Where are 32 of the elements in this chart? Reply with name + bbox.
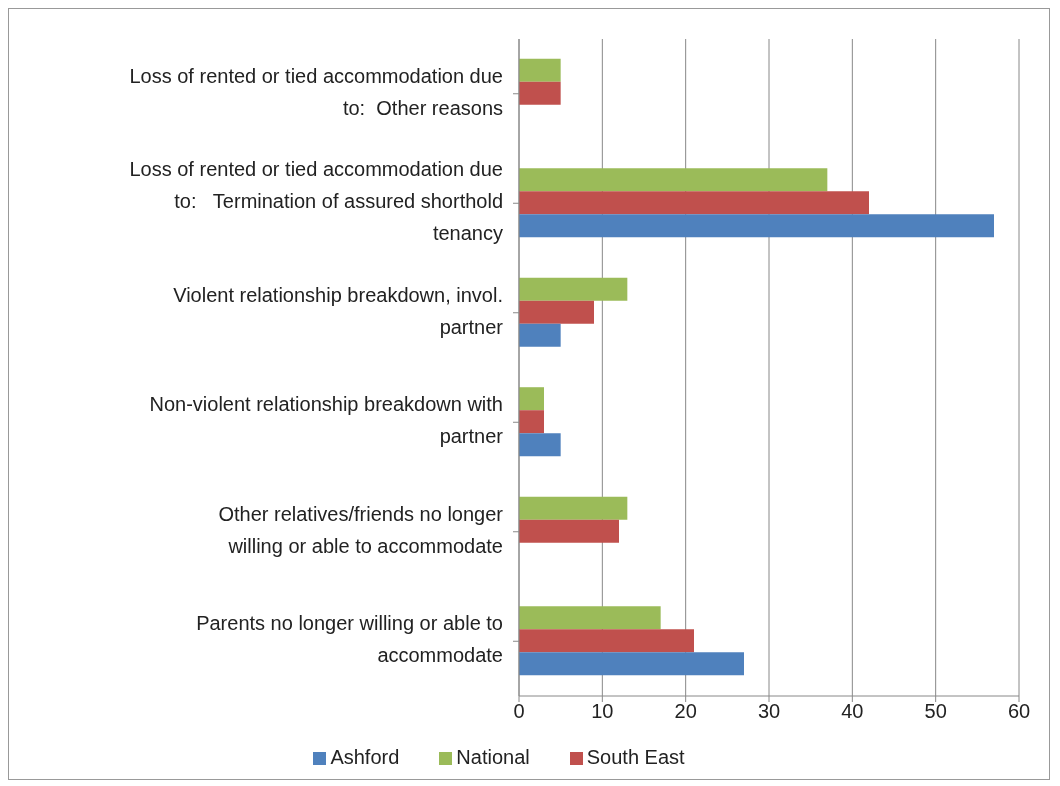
bar xyxy=(519,410,544,434)
y-tick-label: Violent relationship breakdown, invol. partner xyxy=(173,284,504,339)
bar xyxy=(519,519,619,543)
bar xyxy=(519,58,561,82)
bar xyxy=(519,387,544,411)
bar xyxy=(519,433,561,457)
bar xyxy=(519,496,628,520)
bar xyxy=(519,652,744,676)
legend-label: South East xyxy=(586,746,685,768)
bar xyxy=(519,629,694,653)
x-tick-label: 30 xyxy=(757,700,781,723)
legend-label: National xyxy=(456,746,530,768)
y-tick-label: Other relatives/friends no longer willing or able to accommodate xyxy=(218,503,504,558)
x-tick-label: 0 xyxy=(513,700,525,723)
legend-label: Ashford xyxy=(330,746,400,768)
y-tick-label: Parents no longer willing or able to accommodate xyxy=(196,612,503,667)
x-tick-label: 50 xyxy=(924,700,947,723)
bar xyxy=(519,168,828,192)
bar xyxy=(519,214,994,238)
x-tick-label: 40 xyxy=(841,700,864,723)
bar xyxy=(519,300,594,324)
bar xyxy=(519,191,869,215)
y-tick-label: Non-violent relationship breakdown with partner xyxy=(149,393,504,448)
y-tick-label: Loss of rented or tied accommodation due to: Other reasons xyxy=(129,65,503,120)
x-tick-label: 10 xyxy=(591,700,614,723)
bar xyxy=(519,323,561,347)
x-tick-label: 20 xyxy=(674,700,697,723)
bar xyxy=(519,606,661,630)
bar xyxy=(519,81,561,105)
bar xyxy=(519,277,628,301)
x-tick-label: 60 xyxy=(1007,700,1031,723)
y-tick-label: Loss of rented or tied accommodation due to: Termination of assured shorthold tenancy xyxy=(129,158,503,245)
